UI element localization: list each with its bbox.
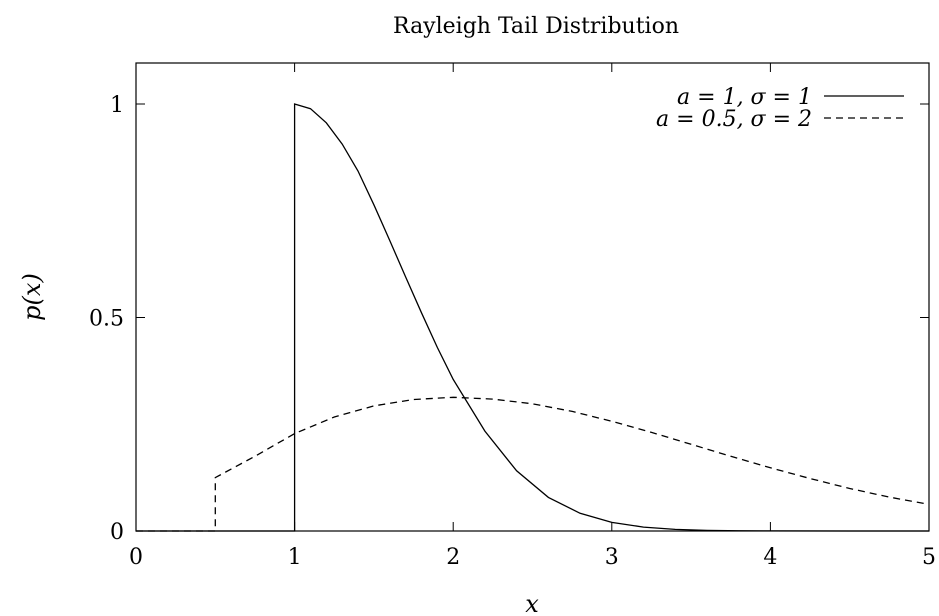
chart-title: Rayleigh Tail Distribution [393,14,679,39]
x-tick-label: 0 [129,545,143,570]
x-tick-label: 2 [446,545,460,570]
y-tick-label: 0.5 [89,307,124,332]
legend-label-2: a = 0.5, σ = 2 [656,107,812,132]
legend: a = 1, σ = 1a = 0.5, σ = 2 [656,85,904,132]
x-tick-label: 4 [763,545,777,570]
y-tick-label: 0 [110,520,124,545]
x-axis-label: x [525,590,539,616]
x-tick-label: 5 [922,545,936,570]
series-line-1 [136,103,929,532]
legend-label-1: a = 1, σ = 1 [677,85,812,110]
x-tick-label: 3 [605,545,619,570]
y-axis-label: p(x) [18,273,46,321]
series-layer [136,103,930,532]
plot-frame [135,62,930,532]
y-tick-label: 1 [110,93,124,118]
series-line-2 [136,396,930,532]
x-axis-ticks: 0 1 2 3 4 5 [129,63,936,570]
x-tick-label: 1 [288,545,302,570]
